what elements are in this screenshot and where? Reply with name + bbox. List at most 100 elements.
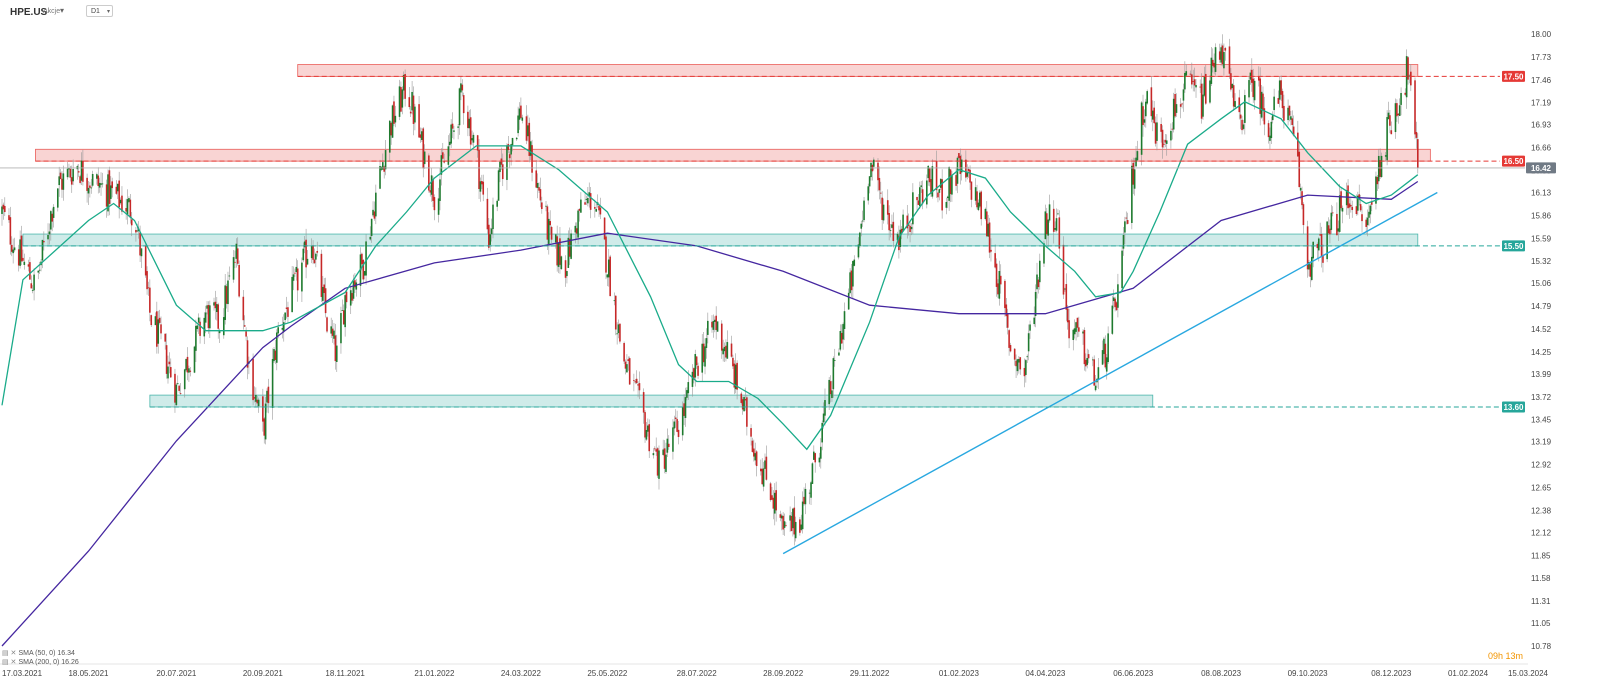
candle-body	[695, 356, 698, 366]
candle-body	[1145, 101, 1147, 117]
candle-body	[1132, 162, 1135, 185]
candle-body	[323, 284, 326, 294]
candle-body	[538, 187, 540, 191]
candle-body	[1015, 360, 1017, 367]
candle-body	[644, 412, 646, 438]
candle-body	[140, 248, 143, 257]
candle-body	[1368, 211, 1370, 218]
candle-body	[275, 332, 278, 363]
candle-body	[1327, 225, 1330, 234]
candle-body	[1184, 72, 1186, 90]
candle-body	[541, 202, 543, 210]
candle-body	[398, 86, 401, 117]
candle-body	[839, 331, 842, 350]
candle-body	[1377, 155, 1380, 182]
candle-body	[634, 381, 637, 383]
candle-body	[1121, 250, 1123, 289]
symbol-name[interactable]: HPE.US	[10, 7, 48, 18]
candle-body	[157, 319, 160, 344]
candle-body	[642, 392, 645, 413]
candle-body	[824, 400, 826, 416]
candle-body	[412, 95, 415, 124]
candle-body	[154, 316, 157, 326]
candle-body	[1105, 357, 1108, 372]
candle-body	[1322, 255, 1324, 263]
candle-body	[37, 270, 40, 273]
candle-body	[960, 159, 963, 173]
candle-body	[850, 270, 853, 291]
candle-body	[50, 211, 52, 230]
candle-body	[1140, 102, 1143, 155]
candle-body	[547, 218, 550, 244]
candle-body	[511, 137, 514, 146]
candle-body	[1047, 219, 1049, 236]
candle-body	[998, 271, 1001, 299]
candle-body	[164, 333, 167, 342]
symbol-dropdown-icon[interactable]: ▾	[60, 6, 65, 15]
candle-body	[974, 187, 977, 201]
candle-body	[174, 373, 176, 403]
timeframe-select[interactable]: D1 ▾	[86, 5, 113, 17]
candle-body	[467, 111, 469, 129]
legend-sma50[interactable]: ▤ ✕ SMA (50, 0) 16.34	[2, 649, 79, 658]
x-tick-label: 18.11.2021	[325, 669, 365, 678]
candle-body	[1407, 57, 1409, 80]
candle-body	[1350, 204, 1352, 207]
candle-body	[490, 228, 493, 235]
candle-body	[1277, 98, 1280, 104]
candle-body	[1009, 345, 1012, 352]
candle-body	[204, 312, 207, 323]
candle-body	[1185, 71, 1188, 76]
candle-body	[1048, 204, 1051, 221]
candle-body	[267, 386, 270, 404]
candle-body	[676, 419, 678, 432]
candle-body	[1005, 304, 1008, 317]
candle-body	[1170, 130, 1172, 141]
resistance-zone	[35, 148, 1431, 162]
candle-body	[13, 247, 16, 251]
candle-body	[68, 167, 70, 170]
candle-body	[1019, 357, 1022, 370]
candle-body	[574, 225, 577, 233]
candle-body	[1179, 104, 1182, 107]
y-tick-label: 12.65	[1531, 483, 1552, 492]
candle-body	[253, 397, 256, 399]
candle-body	[1241, 119, 1243, 131]
candle-body	[56, 188, 59, 208]
candle-body	[750, 428, 752, 437]
candle-body	[606, 274, 609, 278]
candle-body	[1408, 75, 1411, 77]
candle-body	[1034, 291, 1037, 316]
candle-body	[333, 330, 335, 339]
candle-body	[550, 226, 553, 240]
candle-body	[365, 241, 367, 276]
y-tick-label: 17.73	[1531, 53, 1552, 62]
candle-body	[813, 451, 815, 460]
candle-body	[1111, 305, 1114, 334]
y-tick-label: 14.25	[1531, 348, 1552, 357]
candle-body	[567, 237, 570, 268]
candle-body	[38, 269, 41, 271]
candle-body	[48, 231, 51, 235]
candle-body	[793, 507, 796, 535]
candle-body	[486, 198, 489, 230]
candle-body	[687, 382, 690, 394]
candle-body	[1204, 73, 1207, 104]
candle-body	[1309, 264, 1312, 277]
candle-body	[447, 146, 450, 165]
candle-body	[1193, 79, 1196, 86]
candle-body	[1082, 331, 1084, 334]
candle-body	[1027, 333, 1030, 352]
candle-body	[1076, 317, 1079, 328]
support-badge-text: 15.50	[1503, 242, 1524, 251]
candle-body	[617, 324, 620, 334]
candle-body	[246, 340, 249, 368]
candle-body	[310, 245, 313, 259]
candle-body	[1210, 57, 1213, 84]
candle-body	[919, 187, 921, 207]
price-badges: 17.50 16.50 15.50 13.60 16.42	[1502, 70, 1556, 413]
candle-body	[1397, 113, 1400, 116]
legend-sma200[interactable]: ▤ ✕ SMA (200, 0) 16.26	[2, 658, 79, 667]
candle-body	[87, 187, 90, 194]
